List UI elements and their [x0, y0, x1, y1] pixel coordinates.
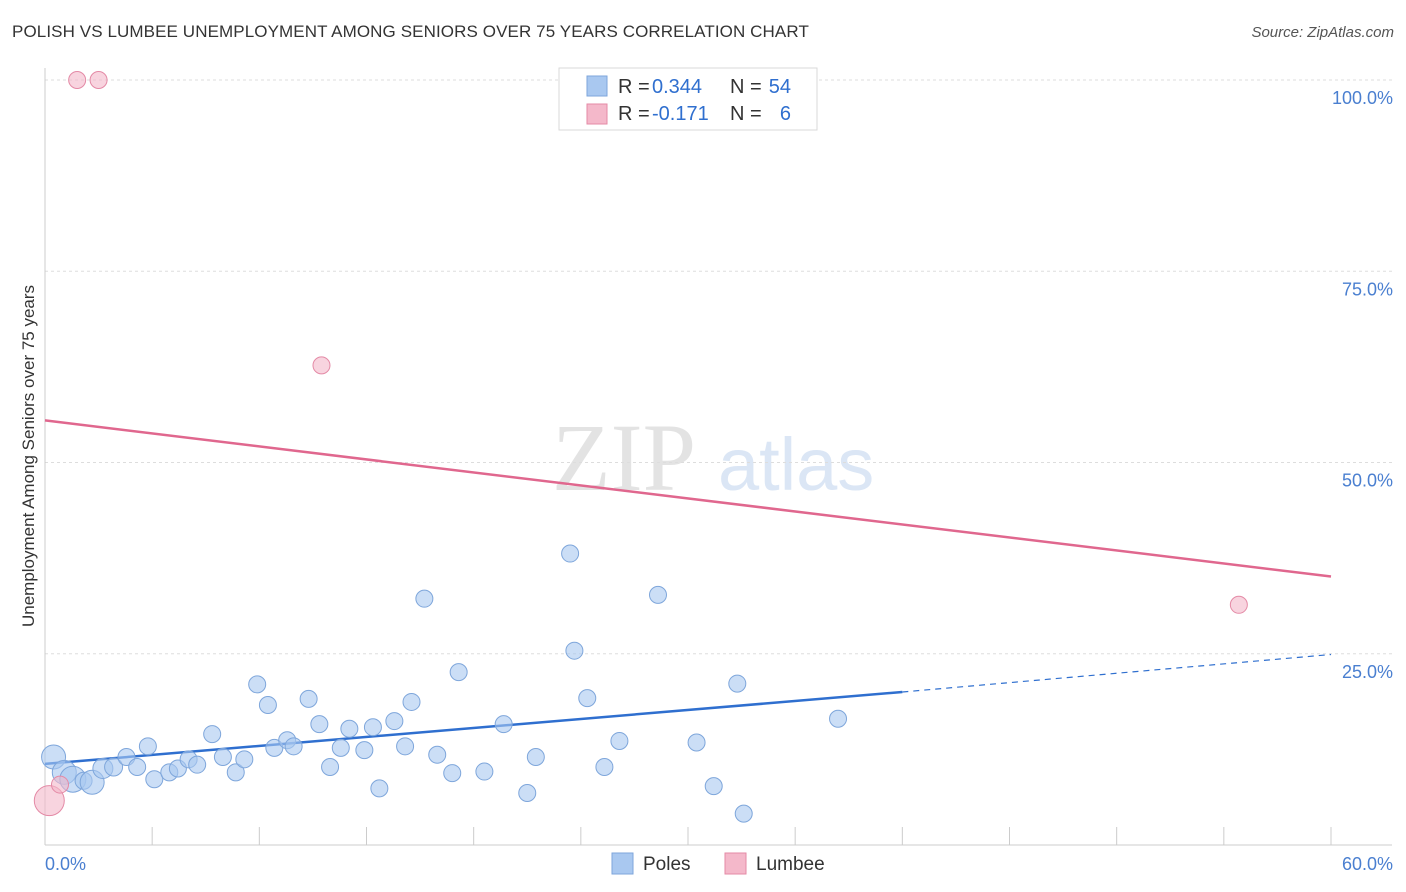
- point-poles: [402, 692, 421, 711]
- legend-n-label-poles: N =: [730, 76, 762, 98]
- bottom-legend-label-lumbee: Lumbee: [756, 854, 825, 875]
- bottom-legend-swatch-poles: [611, 852, 634, 875]
- point-poles: [138, 737, 157, 756]
- legend-swatch-poles: [586, 75, 608, 97]
- legend-swatch-lumbee: [586, 103, 608, 125]
- point-poles: [331, 738, 350, 757]
- x-tick-label: 60.0%: [1342, 854, 1393, 874]
- point-poles: [595, 757, 614, 776]
- y-tick-label: 50.0%: [1342, 471, 1393, 491]
- point-poles: [449, 663, 468, 682]
- legend-n-label-lumbee: N =: [730, 103, 762, 125]
- point-lumbee: [51, 775, 70, 794]
- trend-line-lumbee: [44, 419, 1332, 578]
- point-poles: [355, 741, 374, 760]
- stats-legend: R = 0.344 N = 54 R = -0.171 N = 6: [558, 67, 818, 131]
- point-poles: [385, 712, 404, 731]
- point-poles: [518, 783, 537, 802]
- tick-labels: 25.0% 50.0% 75.0% 100.0% 0.0% 60.0%: [45, 88, 1393, 874]
- source-credit: Source: ZipAtlas.com: [1251, 24, 1394, 41]
- series-legend: Poles Lumbee: [611, 852, 825, 875]
- point-lumbee: [33, 785, 65, 817]
- point-poles: [104, 757, 124, 777]
- y-tick-label: 75.0%: [1342, 279, 1393, 299]
- point-lumbee: [89, 71, 108, 89]
- legend-n-value-poles: 54: [769, 76, 791, 98]
- legend-r-label-poles: R =: [618, 76, 650, 98]
- watermark-atlas: atlas: [718, 423, 874, 506]
- point-poles: [829, 709, 848, 728]
- point-poles: [370, 779, 389, 798]
- point-poles: [396, 737, 415, 756]
- point-poles: [203, 725, 222, 744]
- point-poles: [428, 745, 447, 764]
- y-tick-label: 100.0%: [1332, 88, 1393, 108]
- point-poles: [248, 675, 267, 694]
- point-poles: [310, 715, 329, 734]
- point-poles: [704, 777, 723, 796]
- data-points: [33, 71, 1248, 823]
- point-poles: [734, 804, 753, 823]
- legend-r-value-lumbee: -0.171: [652, 103, 709, 125]
- point-poles: [226, 763, 245, 782]
- point-poles: [363, 718, 382, 737]
- point-poles: [475, 762, 494, 781]
- point-poles: [415, 589, 434, 608]
- point-poles: [188, 755, 207, 774]
- point-poles: [235, 750, 254, 769]
- point-poles: [284, 737, 303, 756]
- y-axis-label: Unemployment Among Seniors over 75 years: [19, 285, 38, 627]
- point-poles: [340, 719, 359, 738]
- point-poles: [687, 733, 706, 752]
- point-poles: [128, 757, 147, 776]
- point-poles: [258, 696, 277, 715]
- trend-line-poles-extension: [902, 653, 1332, 693]
- gridlines: [45, 79, 1392, 655]
- trend-line-poles: [44, 690, 903, 766]
- point-poles: [494, 715, 513, 734]
- point-lumbee: [68, 71, 87, 89]
- point-poles: [728, 674, 747, 693]
- point-poles: [561, 544, 580, 563]
- point-poles: [648, 585, 667, 604]
- chart-title: POLISH VS LUMBEE UNEMPLOYMENT AMONG SENI…: [12, 22, 809, 41]
- point-poles: [145, 770, 164, 789]
- legend-n-value-lumbee: 6: [780, 103, 791, 125]
- legend-r-value-poles: 0.344: [652, 76, 702, 98]
- watermark-zip: ZIP: [552, 404, 696, 511]
- y-tick-label: 25.0%: [1342, 662, 1393, 682]
- point-poles: [565, 641, 584, 660]
- point-poles: [299, 689, 318, 708]
- point-lumbee: [1229, 595, 1248, 614]
- x-tick-label: 0.0%: [45, 854, 86, 874]
- point-poles: [213, 748, 232, 767]
- bottom-legend-swatch-lumbee: [724, 852, 747, 875]
- point-poles: [443, 764, 462, 783]
- point-poles: [321, 757, 340, 776]
- legend-r-label-lumbee: R =: [618, 103, 650, 125]
- bottom-legend-label-poles: Poles: [643, 854, 691, 875]
- point-poles: [610, 731, 629, 750]
- point-poles: [526, 748, 545, 767]
- point-poles: [578, 689, 597, 708]
- axes: [44, 68, 1392, 846]
- point-lumbee: [312, 356, 331, 375]
